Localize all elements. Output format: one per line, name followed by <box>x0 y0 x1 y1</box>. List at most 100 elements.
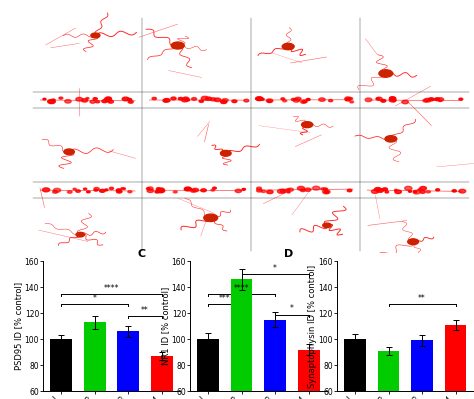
Circle shape <box>409 191 411 192</box>
Circle shape <box>185 188 190 190</box>
Circle shape <box>381 99 386 102</box>
Circle shape <box>372 190 379 194</box>
Circle shape <box>394 190 397 191</box>
Circle shape <box>325 191 328 193</box>
Circle shape <box>349 97 353 99</box>
Circle shape <box>244 99 249 102</box>
Circle shape <box>341 260 348 264</box>
Circle shape <box>454 263 458 265</box>
Circle shape <box>43 98 46 100</box>
Circle shape <box>321 188 325 190</box>
Circle shape <box>117 190 122 193</box>
Circle shape <box>192 262 196 264</box>
Circle shape <box>96 101 100 103</box>
Circle shape <box>424 98 431 102</box>
Circle shape <box>420 191 425 194</box>
Circle shape <box>199 100 203 103</box>
Text: ApoE3: ApoE3 <box>292 6 319 15</box>
Circle shape <box>435 98 439 101</box>
Circle shape <box>295 97 301 101</box>
Circle shape <box>418 189 421 191</box>
Circle shape <box>293 99 300 102</box>
Circle shape <box>122 97 129 101</box>
Circle shape <box>286 189 290 191</box>
Circle shape <box>233 262 236 263</box>
Circle shape <box>255 97 263 101</box>
Circle shape <box>325 263 329 266</box>
Circle shape <box>123 188 126 190</box>
Circle shape <box>347 189 352 192</box>
Circle shape <box>312 186 320 190</box>
Circle shape <box>205 264 210 267</box>
Circle shape <box>147 187 153 190</box>
Circle shape <box>98 262 102 264</box>
Circle shape <box>426 191 430 193</box>
Circle shape <box>157 189 165 193</box>
Circle shape <box>376 97 382 101</box>
Circle shape <box>173 191 177 193</box>
Circle shape <box>94 189 98 191</box>
Circle shape <box>301 189 305 192</box>
Circle shape <box>76 232 84 237</box>
Circle shape <box>323 190 330 194</box>
Circle shape <box>191 98 197 100</box>
Circle shape <box>461 263 466 267</box>
Circle shape <box>390 97 395 101</box>
Y-axis label: NR1 ID [% control]: NR1 ID [% control] <box>161 287 170 365</box>
Circle shape <box>171 42 184 49</box>
Text: A: A <box>2 8 11 18</box>
Text: *: * <box>290 304 294 314</box>
Circle shape <box>105 189 108 191</box>
Circle shape <box>159 188 164 191</box>
Circle shape <box>260 98 264 100</box>
Circle shape <box>83 188 87 190</box>
Circle shape <box>277 190 285 194</box>
Circle shape <box>87 191 90 193</box>
Circle shape <box>52 99 55 101</box>
Circle shape <box>382 188 387 191</box>
Circle shape <box>423 99 428 102</box>
Bar <box>298 350 319 399</box>
Circle shape <box>328 100 333 102</box>
Circle shape <box>94 188 100 190</box>
Text: ApoE4: ApoE4 <box>401 6 428 15</box>
Text: *: * <box>273 264 277 273</box>
Bar <box>197 339 219 399</box>
Circle shape <box>345 97 351 100</box>
Text: Control: Control <box>73 6 103 15</box>
Circle shape <box>89 264 94 267</box>
Circle shape <box>214 98 221 102</box>
Circle shape <box>329 263 332 265</box>
Circle shape <box>256 187 262 190</box>
Circle shape <box>436 189 439 191</box>
Text: PSD95: PSD95 <box>2 45 8 65</box>
Circle shape <box>256 189 262 192</box>
Circle shape <box>221 261 225 263</box>
Circle shape <box>258 261 265 265</box>
Circle shape <box>171 97 176 100</box>
Circle shape <box>438 100 442 101</box>
Bar <box>445 325 466 399</box>
Circle shape <box>104 97 111 101</box>
Text: synaptophysin: synaptophysin <box>2 204 8 250</box>
Bar <box>50 339 72 399</box>
Circle shape <box>48 100 55 104</box>
Bar <box>84 322 106 399</box>
Circle shape <box>451 263 455 264</box>
Circle shape <box>312 260 317 263</box>
Circle shape <box>52 260 59 264</box>
Circle shape <box>242 188 246 190</box>
Circle shape <box>216 262 221 265</box>
Circle shape <box>48 263 54 266</box>
Circle shape <box>377 189 383 192</box>
Circle shape <box>390 97 396 100</box>
Circle shape <box>266 261 271 263</box>
Bar <box>151 356 173 399</box>
Circle shape <box>64 149 74 154</box>
Circle shape <box>220 150 231 156</box>
Circle shape <box>283 261 289 265</box>
Circle shape <box>199 263 204 266</box>
Circle shape <box>184 187 191 191</box>
Circle shape <box>97 263 103 267</box>
Circle shape <box>127 99 132 101</box>
